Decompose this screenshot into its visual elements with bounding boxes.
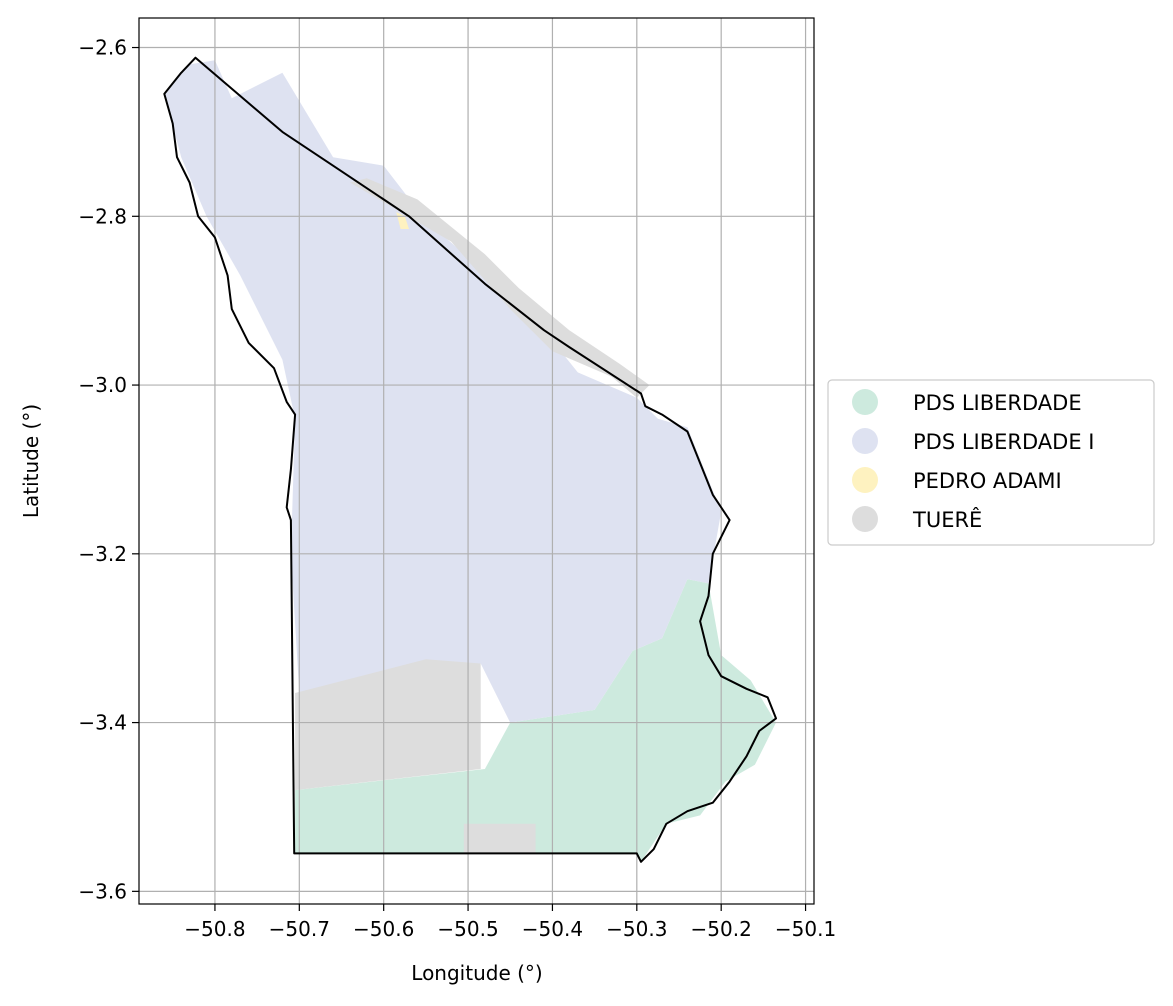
y-axis-title: Latitude (°) (19, 404, 43, 518)
x-tick-label-4: −50.4 (522, 917, 583, 941)
y-tick-label-5: −3.6 (78, 879, 127, 903)
municipality-boundary (163, 56, 777, 863)
legend-label-pedro-adami: PEDRO ADAMI (913, 469, 1062, 493)
x-tick-label-2: −50.6 (353, 917, 414, 941)
x-tick-label-5: −50.3 (606, 917, 667, 941)
x-tick-label-1: −50.7 (269, 917, 330, 941)
legend-marker-pds-liberdade (852, 389, 878, 415)
x-axis-ticks: −50.8 −50.7 −50.6 −50.5 −50.4 −50.3 −50.2 −50.1 (184, 904, 836, 941)
x-tick-label-7: −50.1 (775, 917, 836, 941)
region-pds-liberdade-0 (295, 579, 776, 862)
y-axis-ticks: −2.6 −2.8 −3.0 −3.2 −3.4 −3.6 (78, 36, 139, 903)
grid-layer (139, 18, 814, 904)
legend: PDS LIBERDADE PDS LIBERDADE I PEDRO ADAMI T… (827, 379, 1155, 546)
legend-label-pds-liberdade-i: PDS LIBERDADE I (913, 430, 1094, 454)
x-tick-label-6: −50.2 (691, 917, 752, 941)
region-tuer-3 (349, 178, 650, 398)
legend-marker-tuer (852, 506, 878, 532)
y-tick-label-4: −3.4 (78, 711, 127, 735)
regions-layer (164, 60, 776, 862)
x-tick-label-0: −50.8 (184, 917, 245, 941)
legend-marker-pedro-adami (852, 467, 878, 493)
legend-marker-pds-liberdade-i (852, 428, 878, 454)
y-tick-label-2: −3.0 (78, 373, 127, 397)
y-tick-label-1: −2.8 (78, 204, 127, 228)
legend-label-tuer: TUERÊ (912, 507, 982, 532)
region-tuer-5 (463, 823, 536, 854)
y-tick-label-3: −3.2 (78, 542, 127, 566)
region-pds-liberdade-i-1 (164, 60, 722, 723)
legend-items: PDS LIBERDADE PDS LIBERDADE I PEDRO ADAMI T… (852, 389, 1094, 532)
plot-frame (138, 17, 815, 905)
x-axis-title: Longitude (°) (411, 961, 542, 985)
y-tick-label-0: −2.6 (78, 36, 127, 60)
legend-label-pds-liberdade: PDS LIBERDADE (913, 391, 1082, 415)
legend-box (827, 379, 1155, 546)
region-tuer-4 (295, 659, 481, 791)
boundary-layer (163, 56, 777, 863)
x-tick-label-3: −50.5 (437, 917, 498, 941)
